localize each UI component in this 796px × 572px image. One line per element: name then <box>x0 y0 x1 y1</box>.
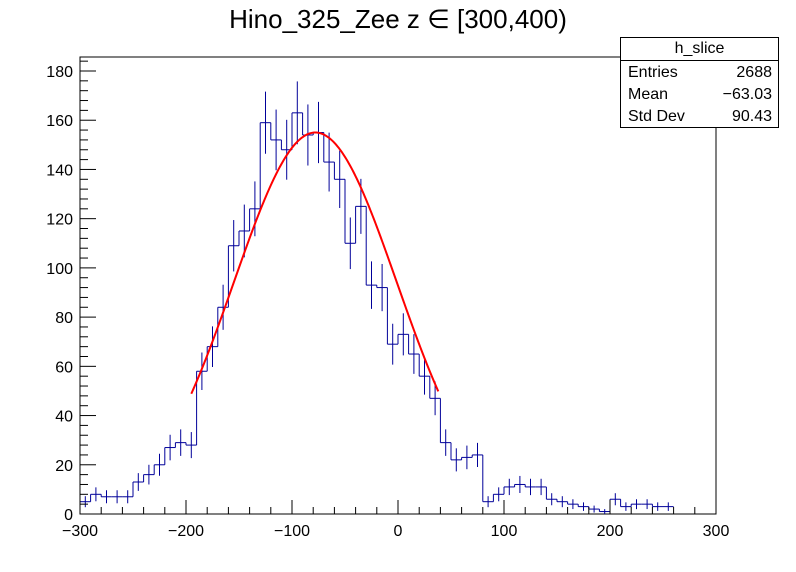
error-bars <box>84 81 669 514</box>
stats-stddev-label: Std Dev <box>628 108 685 125</box>
y-tick-label: 40 <box>55 409 73 426</box>
fit-curve <box>190 131 440 395</box>
stats-box: h_slice Entries 2688 Mean −63.03 Std Dev… <box>620 37 779 128</box>
y-tick-label: 180 <box>46 64 73 81</box>
x-tick-label: 0 <box>394 523 403 540</box>
stats-mean-label: Mean <box>628 86 669 103</box>
y-tick-label: 140 <box>46 162 73 179</box>
y-tick-label: 20 <box>55 458 73 475</box>
stats-stddev-row: Std Dev 90.43 <box>621 105 778 127</box>
y-tick-label: 120 <box>46 212 73 229</box>
stats-mean-value: −63.03 <box>722 86 772 103</box>
chart-title: Hino_325_Zee z ∈ [300,400) <box>229 4 567 34</box>
stats-entries-row: Entries 2688 <box>621 61 778 83</box>
histogram-series <box>80 112 674 513</box>
y-tick-label: 100 <box>46 261 73 278</box>
x-tick-label: 100 <box>491 523 518 540</box>
stats-name: h_slice <box>621 38 778 61</box>
gaussian-fit <box>190 131 440 395</box>
y-tick-label: 60 <box>55 359 73 376</box>
x-tick-label: 200 <box>597 523 624 540</box>
y-tick-label: 80 <box>55 310 73 327</box>
y-axis: 0 20 40 60 80 100 120 140 160 180 <box>46 60 96 524</box>
x-tick-label: −100 <box>274 523 310 540</box>
y-tick-label: 0 <box>64 507 73 524</box>
stats-entries-value: 2688 <box>736 64 772 81</box>
stats-entries-label: Entries <box>628 64 678 81</box>
x-axis: −300 −200 −100 0 100 200 300 <box>62 500 729 540</box>
x-tick-label: −200 <box>168 523 204 540</box>
y-tick-label: 160 <box>46 113 73 130</box>
x-tick-label: 300 <box>703 523 730 540</box>
stats-stddev-value: 90.43 <box>731 108 772 125</box>
stats-mean-row: Mean −63.03 <box>621 83 778 105</box>
x-tick-label: −300 <box>62 523 98 540</box>
